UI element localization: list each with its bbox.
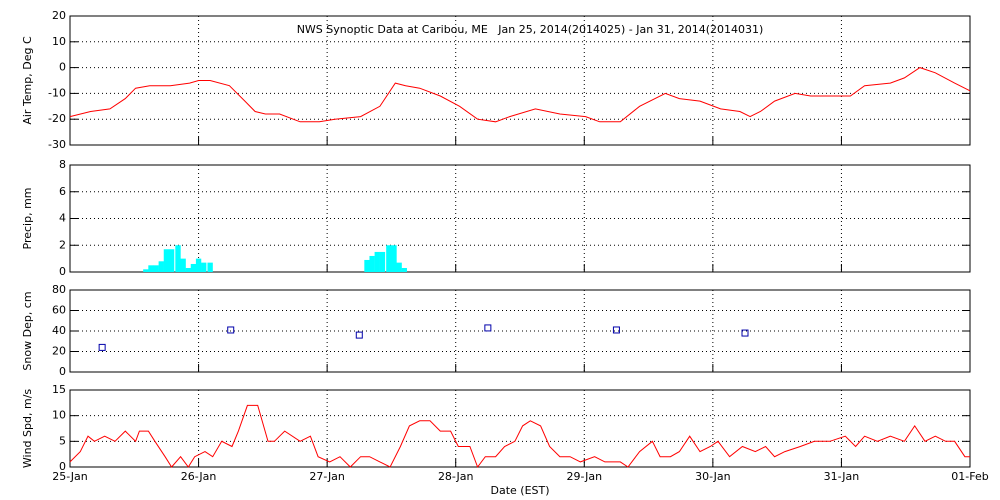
- x-tick-label: 26-Jan: [181, 470, 217, 483]
- y-tick-label: 60: [52, 304, 66, 317]
- y-tick-label: 4: [59, 212, 66, 225]
- plot-frame: [69, 289, 971, 373]
- y-tick-label: -20: [48, 112, 66, 125]
- bar: [391, 245, 397, 272]
- plot-frame: [69, 389, 971, 468]
- bar: [364, 259, 370, 272]
- x-tick-label: 31-Jan: [824, 470, 860, 483]
- y-tick-label: 10: [52, 409, 66, 422]
- bar: [374, 251, 380, 272]
- x-tick-label: 28-Jan: [438, 470, 474, 483]
- bar: [401, 267, 407, 272]
- chart-title: NWS Synoptic Data at Caribou, ME Jan 25,…: [297, 23, 764, 36]
- bar: [396, 262, 402, 272]
- y-tick-label: 5: [59, 434, 66, 447]
- bar: [185, 267, 191, 272]
- bar: [175, 245, 181, 272]
- y-tick-label: 0: [59, 460, 66, 473]
- point: [741, 329, 749, 337]
- bar: [201, 262, 207, 272]
- bar: [180, 258, 186, 272]
- x-tick-label: 01-Feb: [951, 470, 988, 483]
- x-tick-label: 29-Jan: [567, 470, 603, 483]
- bar: [190, 263, 197, 272]
- point: [227, 326, 235, 334]
- bar: [163, 249, 170, 272]
- x-axis-label: Date (EST): [490, 484, 549, 497]
- y-tick-label: 6: [59, 185, 66, 198]
- y-axis-label: Air Temp, Deg C: [21, 36, 34, 125]
- line: [69, 67, 971, 123]
- y-tick-label: 40: [52, 324, 66, 337]
- y-tick-label: 10: [52, 35, 66, 48]
- y-axis-label: Wind Spd, m/s: [21, 389, 34, 469]
- y-tick-label: -10: [48, 86, 66, 99]
- y-tick-label: 80: [52, 283, 66, 296]
- point: [355, 331, 363, 339]
- y-tick-label: 0: [59, 61, 66, 74]
- y-tick-label: 20: [52, 345, 66, 358]
- y-tick-label: 2: [59, 238, 66, 251]
- point: [484, 324, 492, 332]
- bar: [207, 262, 213, 272]
- bar: [153, 265, 159, 272]
- y-tick-label: 0: [59, 265, 66, 278]
- y-axis-label: Snow Dep, cm: [21, 291, 34, 370]
- x-tick-label: 30-Jan: [695, 470, 731, 483]
- bar: [379, 251, 386, 272]
- line: [69, 404, 970, 469]
- y-tick-label: 0: [59, 365, 66, 378]
- bar: [143, 269, 149, 272]
- bar: [195, 258, 202, 272]
- x-tick-label: 27-Jan: [309, 470, 345, 483]
- plot-frame: [69, 164, 971, 273]
- point: [98, 343, 106, 351]
- y-tick-label: 20: [52, 9, 66, 22]
- bar: [158, 261, 164, 272]
- bar: [369, 255, 375, 272]
- y-tick-label: 15: [52, 383, 66, 396]
- bar: [386, 245, 392, 272]
- point: [612, 326, 620, 334]
- y-tick-label: 8: [59, 158, 66, 171]
- x-tick-label: 25-Jan: [52, 470, 88, 483]
- bar: [148, 265, 154, 272]
- bar: [168, 249, 175, 272]
- y-tick-label: -30: [48, 138, 66, 151]
- y-axis-label: Precip, mm: [21, 188, 34, 250]
- plot-frame: [69, 15, 971, 146]
